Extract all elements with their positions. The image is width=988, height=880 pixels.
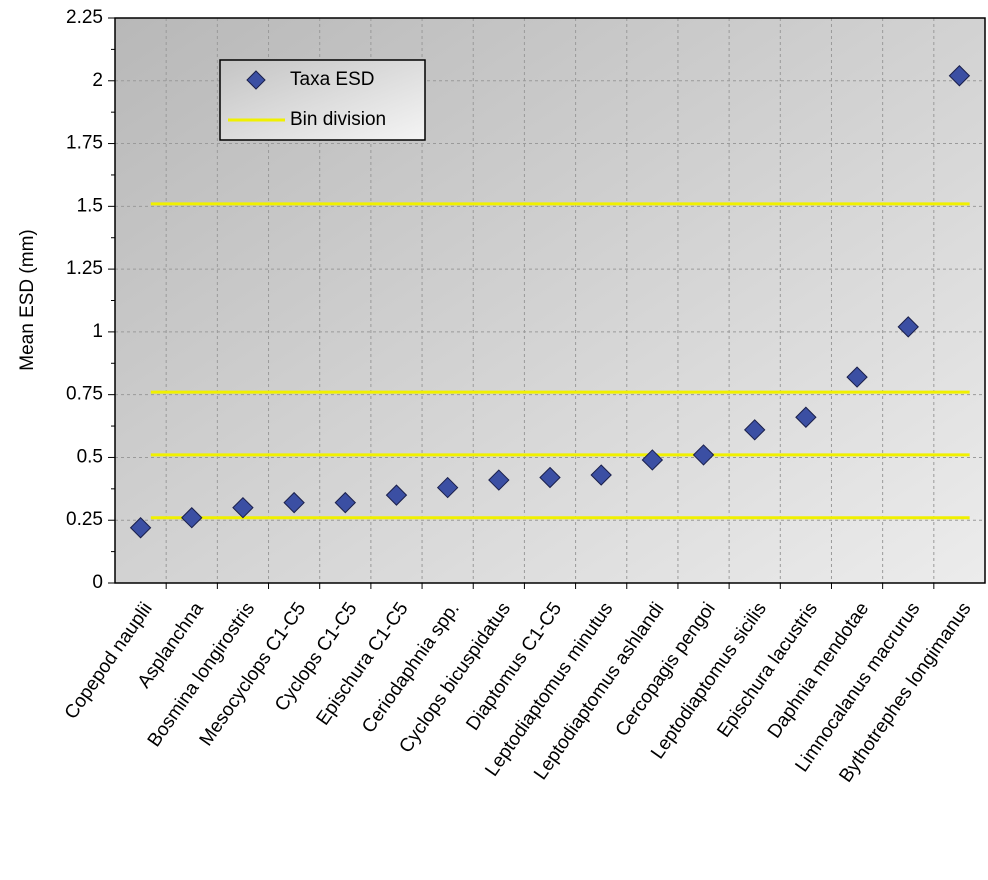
y-tick-label: 0.5: [77, 446, 103, 467]
y-axis-label: Mean ESD (mm): [17, 229, 38, 370]
y-tick-label: 2.25: [66, 7, 103, 28]
marker: [181, 507, 203, 529]
marker: [385, 484, 408, 506]
plot-border: [114, 17, 986, 584]
legend-label: Taxa ESD: [290, 69, 374, 90]
marker: [539, 466, 561, 489]
marker: [129, 517, 152, 539]
marker: [283, 491, 305, 514]
y-tick-label: 1: [92, 321, 103, 342]
marker: [846, 366, 868, 388]
marker: [897, 316, 919, 338]
y-tick-label: 0.75: [66, 384, 103, 405]
y-tick-label: 2: [92, 70, 103, 91]
marker: [232, 496, 254, 519]
marker: [334, 491, 357, 514]
x-tick-label: Epischura C1-C5: [312, 599, 412, 730]
marker: [436, 476, 459, 499]
marker: [590, 464, 612, 486]
legend-marker: [246, 70, 266, 90]
marker: [795, 406, 817, 428]
marker: [692, 444, 715, 466]
y-tick-label: 1.5: [77, 195, 103, 216]
x-tick-label: Diaptomus C1-C5: [462, 599, 566, 735]
marker: [488, 469, 510, 491]
y-tick-label: 0.25: [66, 509, 103, 530]
marker: [641, 449, 664, 471]
x-tick-label: Copepod nauplii: [61, 599, 157, 724]
marker: [948, 65, 971, 87]
x-tick-label: Ceriodaphnia spp.: [358, 599, 464, 737]
y-tick-label: 1.25: [66, 258, 103, 279]
legend-label: Bin division: [290, 109, 386, 130]
y-tick-label: 1.75: [66, 133, 103, 154]
marker: [743, 419, 766, 441]
y-tick-label: 0: [92, 572, 103, 593]
